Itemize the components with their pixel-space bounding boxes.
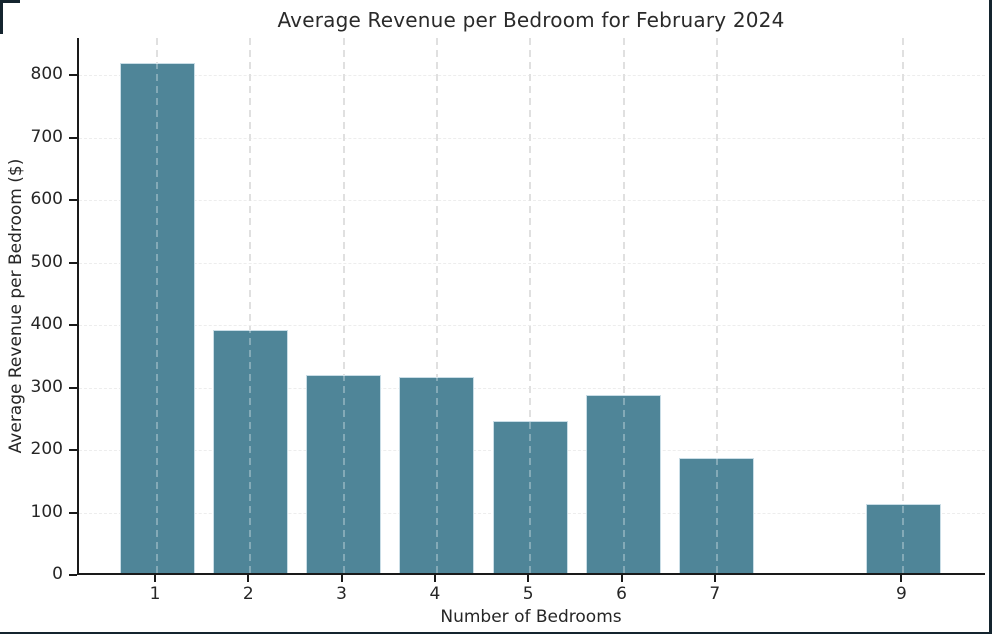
bar-4-bedrooms: [399, 376, 475, 573]
x-tick-mark: [527, 575, 530, 582]
x-tick-label: 7: [709, 584, 721, 604]
vertical-gridline-overlay: [435, 38, 438, 573]
horizontal-gridline: [79, 75, 985, 77]
vertical-gridline: [902, 38, 905, 573]
chart-title: Average Revenue per Bedroom for February…: [277, 8, 785, 32]
window-border-right: [989, 0, 992, 634]
vertical-gridline-overlay: [715, 38, 718, 573]
y-tick-mark: [69, 386, 77, 389]
y-tick-mark: [69, 199, 77, 202]
y-tick-mark: [69, 449, 77, 452]
y-tick-label: 100: [30, 501, 63, 522]
y-tick-label: 700: [30, 126, 63, 147]
y-tick-label: 0: [52, 564, 63, 584]
y-tick-mark: [69, 261, 77, 264]
y-tick-mark: [69, 324, 77, 327]
bar-6-bedrooms: [586, 395, 661, 573]
horizontal-gridline: [79, 387, 985, 389]
x-tick-label: 1: [149, 584, 161, 604]
window-border-bottom: [0, 632, 992, 634]
x-tick-mark: [713, 575, 716, 582]
horizontal-gridline: [79, 200, 985, 202]
vertical-gridline: [622, 38, 625, 573]
vertical-gridline: [342, 38, 345, 573]
bar-7-bedrooms: [679, 458, 755, 573]
plot-area: [77, 38, 985, 575]
window-corner-mark-vertical: [0, 0, 3, 34]
x-tick-mark: [620, 575, 623, 582]
vertical-gridline: [249, 38, 252, 573]
y-tick-label: 600: [30, 189, 63, 210]
vertical-gridline: [715, 38, 718, 573]
horizontal-gridline: [79, 262, 985, 264]
vertical-gridline-overlay: [342, 38, 345, 573]
y-tick-label: 200: [30, 439, 63, 460]
y-tick-mark: [69, 74, 77, 77]
bar-5-bedrooms: [492, 420, 568, 573]
vertical-gridline-overlay: [249, 38, 252, 573]
x-tick-label: 4: [429, 584, 441, 604]
y-tick-label: 400: [30, 314, 63, 335]
window-corner-mark-horizontal: [0, 0, 20, 3]
vertical-gridline: [435, 38, 438, 573]
y-tick-mark: [69, 574, 77, 576]
x-tick-mark: [433, 575, 436, 582]
bar-1-bedrooms: [119, 62, 195, 573]
vertical-gridline-overlay: [902, 38, 905, 573]
y-tick-label: 800: [30, 64, 63, 85]
vertical-gridline: [529, 38, 532, 573]
y-tick-label: 500: [30, 251, 63, 272]
x-tick-label: 3: [336, 584, 347, 604]
vertical-gridline-overlay: [529, 38, 532, 573]
y-tick-mark: [69, 136, 77, 139]
x-tick-mark: [247, 575, 250, 582]
x-axis-label: Number of Bedrooms: [440, 607, 622, 627]
vertical-gridline-overlay: [622, 38, 625, 573]
x-tick-label: 6: [616, 584, 627, 604]
x-tick-label: 2: [242, 584, 254, 604]
x-tick-label: 9: [895, 584, 907, 604]
bar-2-bedrooms: [212, 330, 288, 573]
x-tick-mark: [340, 575, 343, 582]
x-tick-mark: [900, 575, 903, 582]
vertical-gridline-overlay: [156, 38, 158, 573]
horizontal-gridline: [79, 325, 985, 327]
bar-3-bedrooms: [306, 375, 382, 573]
y-tick-label: 300: [30, 376, 63, 397]
x-tick-mark: [154, 575, 156, 582]
y-tick-mark: [69, 511, 77, 514]
horizontal-gridline: [79, 137, 985, 139]
x-tick-label: 5: [522, 584, 534, 604]
bar-9-bedrooms: [865, 504, 941, 573]
